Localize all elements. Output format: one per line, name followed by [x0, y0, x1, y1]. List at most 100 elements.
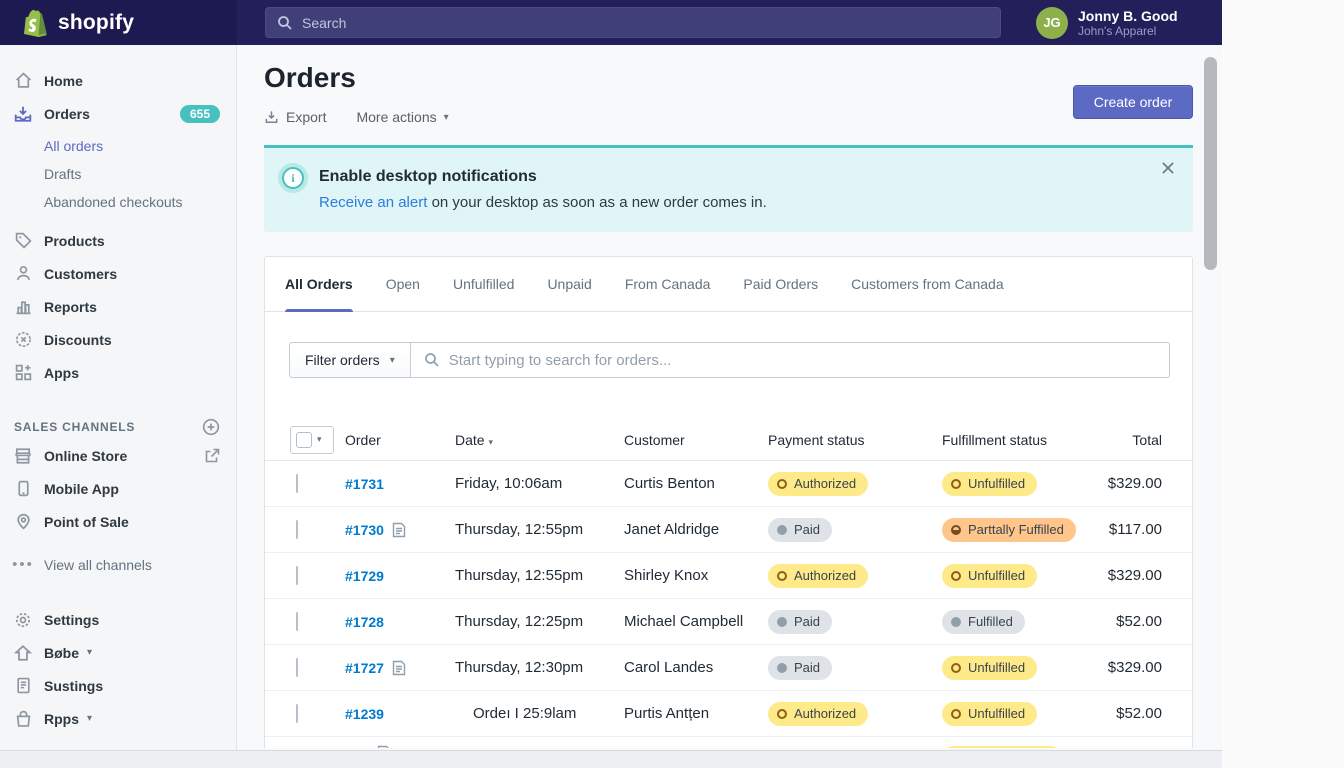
receive-alert-link[interactable]: Receive an alert: [319, 194, 428, 211]
sidebar-item-sustings[interactable]: Sustings: [0, 669, 236, 702]
global-search-input[interactable]: [302, 14, 989, 31]
order-link[interactable]: #1730: [345, 521, 384, 538]
sidebar-item-point-of-sale[interactable]: Point of Sale: [0, 505, 236, 538]
row-checkbox[interactable]: [296, 520, 298, 539]
sidebar-item-products[interactable]: Products: [0, 224, 236, 257]
sidebar-item-discounts[interactable]: Discounts: [0, 323, 236, 356]
order-total: $117.00: [1108, 521, 1162, 538]
sidebar-item-apps[interactable]: Apps: [0, 356, 236, 389]
col-header-fulfillment[interactable]: Fulfillment status: [942, 431, 1048, 448]
table-row[interactable]: #1729 Thursday, 12:55pm Shirley Knox Aut…: [265, 553, 1192, 599]
sidebar-item-rpps[interactable]: Rpps ▾: [0, 702, 236, 735]
sidebar-item-online-store[interactable]: Online Store: [0, 439, 236, 472]
filter-orders-button[interactable]: Filter orders ▾: [289, 342, 411, 378]
note-icon: [392, 522, 406, 538]
row-checkbox[interactable]: [296, 474, 298, 493]
sidebar-item-home[interactable]: Home: [0, 64, 236, 97]
main-content: Orders Export More actions ▾ Create orde…: [237, 45, 1222, 750]
notification-banner: i Enable desktop notifications Receive a…: [264, 145, 1193, 232]
sidebar-item-bobe[interactable]: Bøbe ▾: [0, 636, 236, 669]
tab-unfulfilled[interactable]: Unfulfilled: [452, 276, 515, 292]
close-icon[interactable]: [1159, 159, 1177, 177]
create-order-button[interactable]: Create order: [1073, 85, 1193, 119]
search-icon: [277, 15, 293, 31]
shopify-logo[interactable]: shopify: [0, 0, 237, 45]
payment-status-badge: Authorized: [768, 471, 869, 496]
col-header-order[interactable]: Order: [345, 431, 381, 448]
order-date: Thursday, 12:30pm: [455, 659, 584, 676]
table-row[interactable]: #1239 Ordeı I 25:9lam Purtis Antțen Auth…: [265, 691, 1192, 737]
order-tabs: All Orders Open Unfulfilled Unpaid From …: [265, 257, 1192, 312]
fulfillment-status-badge: [942, 746, 1062, 748]
sidebar-item-abandoned-checkouts[interactable]: Abandoned checkouts: [44, 194, 183, 210]
order-customer: Janet Aldridge: [624, 521, 720, 538]
sidebar-item-drafts[interactable]: Drafts: [44, 166, 82, 182]
external-link-icon[interactable]: [204, 448, 220, 464]
orders-submenu: All orders Drafts Abandoned checkouts: [0, 130, 236, 224]
col-header-date[interactable]: Date ▾: [455, 431, 493, 448]
tab-open[interactable]: Open: [385, 276, 420, 292]
fulfillment-status-badge: Fulfilled: [942, 609, 1025, 634]
more-actions-button[interactable]: More actions ▾: [356, 109, 449, 125]
mobile-icon: [14, 480, 32, 498]
sidebar-item-orders[interactable]: Orders 655: [0, 97, 236, 130]
apps-icon: [14, 364, 32, 382]
select-all-control[interactable]: ▾: [290, 425, 334, 454]
payment-status-badge: Authorized: [768, 701, 869, 726]
tag-icon: [14, 232, 32, 250]
col-header-customer[interactable]: Customer: [624, 431, 685, 448]
select-all-checkbox[interactable]: [296, 431, 312, 448]
order-link[interactable]: #1729: [345, 567, 384, 584]
page-title: Orders: [264, 62, 356, 93]
order-search[interactable]: [410, 342, 1170, 378]
home-icon: [14, 72, 32, 90]
order-customer: Michael Campbell: [624, 613, 744, 630]
order-search-input[interactable]: [448, 351, 1156, 369]
row-checkbox[interactable]: [296, 658, 298, 677]
banner-title: Enable desktop notifications: [319, 168, 537, 185]
export-button[interactable]: Export: [264, 109, 326, 125]
sidebar-item-view-all-channels[interactable]: ••• View all channels: [12, 556, 152, 573]
sidebar-item-reports[interactable]: Reports: [0, 290, 236, 323]
tab-from-canada[interactable]: From Canada: [624, 276, 711, 292]
tab-paid-orders[interactable]: Paid Orders: [743, 276, 819, 292]
row-checkbox[interactable]: [296, 566, 298, 585]
sidebar-item-settings[interactable]: Settings: [0, 603, 236, 636]
info-icon: i: [278, 163, 308, 193]
ellipsis-icon: •••: [12, 556, 34, 573]
table-row[interactable]: #1730 Thursday, 12:55pm Janet Aldridge P…: [265, 507, 1192, 553]
row-checkbox[interactable]: [296, 612, 298, 631]
add-channel-button[interactable]: [202, 418, 220, 436]
col-header-total[interactable]: Total: [1132, 431, 1162, 448]
row-checkbox[interactable]: [296, 704, 298, 723]
table-row[interactable]: #1727 Thursday, 12:30pm Carol Landes Pai…: [265, 645, 1192, 691]
shopify-bag-icon: [24, 9, 50, 37]
fulfillment-status-badge: Unfulfilled: [942, 471, 1038, 496]
order-total: $329.00: [1107, 567, 1162, 584]
order-customer: Shirley Knox: [624, 567, 709, 584]
sort-caret-icon: ▾: [488, 436, 493, 447]
orders-count-badge: 655: [179, 104, 220, 123]
user-menu[interactable]: JG Jonny B. Good John's Apparel: [1036, 0, 1222, 45]
global-search[interactable]: [265, 7, 1001, 38]
table-row[interactable]: #1728 Thursday, 12:25pm Michael Campbell…: [265, 599, 1192, 645]
orders-icon: [14, 105, 32, 123]
payment-status-badge: Paid: [768, 517, 833, 542]
order-link[interactable]: #1239: [345, 705, 384, 722]
chevron-down-icon: ▾: [87, 647, 93, 658]
order-date: Thursday, 12:55pm: [455, 567, 584, 584]
tab-all-orders[interactable]: All Orders: [285, 257, 353, 312]
col-header-payment[interactable]: Payment status: [768, 431, 865, 448]
order-link[interactable]: #1728: [345, 613, 384, 630]
payment-status-badge: Paid: [768, 655, 833, 680]
sidebar-item-mobile-app[interactable]: Mobile App: [0, 472, 236, 505]
vertical-scrollbar[interactable]: [1204, 57, 1217, 270]
tab-customers-from-canada[interactable]: Customers from Canada: [851, 276, 1004, 292]
sidebar-item-all-orders[interactable]: All orders: [44, 138, 104, 154]
table-row[interactable]: #1731 Friday, 10:06am Curtis Benton Auth…: [265, 461, 1192, 507]
order-link[interactable]: #1731: [345, 475, 384, 492]
orders-card: All Orders Open Unfulfilled Unpaid From …: [264, 256, 1193, 748]
order-link[interactable]: #1727: [345, 659, 384, 676]
tab-unpaid[interactable]: Unpaid: [547, 276, 592, 292]
sidebar-item-customers[interactable]: Customers: [0, 257, 236, 290]
